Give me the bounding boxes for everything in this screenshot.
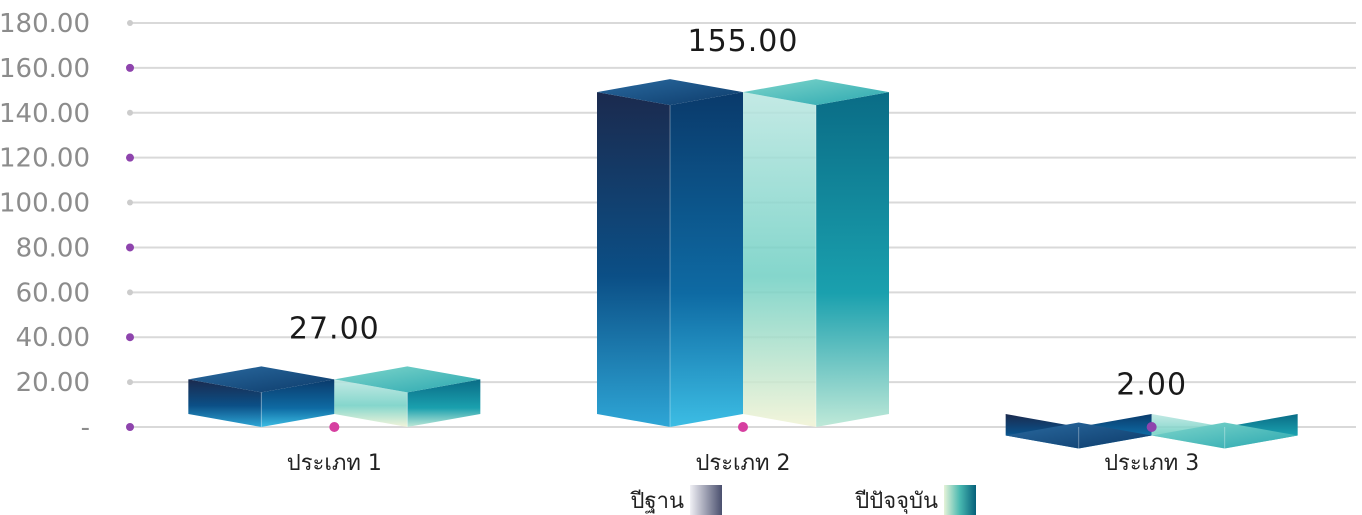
bar	[188, 366, 335, 427]
y-tick-label: 40.00	[16, 323, 90, 353]
y-tick-label: 120.00	[0, 144, 90, 174]
bar-face-left	[334, 379, 408, 427]
bar-face-top	[334, 366, 481, 393]
bar-face-top	[743, 79, 889, 106]
data-label: 27.00	[289, 311, 380, 346]
data-label: 2.00	[1116, 368, 1187, 403]
bar-face-top	[597, 79, 743, 106]
y-axis-dot	[126, 153, 134, 162]
x-tick-label: ประเภท 2	[695, 451, 790, 476]
legend-label: ปีฐาน	[629, 489, 684, 514]
bar-face-left	[743, 92, 816, 427]
legend-swatch	[944, 485, 976, 515]
legend: ปีฐาน ปีปัจจุบัน	[629, 485, 976, 515]
bar	[1005, 414, 1152, 449]
y-tick-label: 140.00	[0, 99, 90, 129]
bar	[1151, 414, 1298, 449]
bar	[743, 79, 889, 427]
data-labels: 27.00 155.00 2.00	[289, 24, 1187, 403]
bar	[334, 366, 481, 427]
x-tick-label: ประเภท 1	[287, 451, 382, 476]
y-axis-dot	[126, 243, 134, 252]
legend-label: ปีปัจจุบัน	[854, 489, 938, 514]
x-axis: ประเภท 1 ประเภท 2 ประเภท 3	[287, 422, 1199, 476]
bar-face-left	[188, 379, 262, 427]
y-tick-label: 80.00	[16, 233, 90, 263]
bar-face-top	[1151, 422, 1298, 449]
y-axis-dot	[127, 289, 133, 296]
bar-face-right	[670, 92, 743, 427]
y-axis-dot	[127, 109, 133, 116]
bar-face-right	[407, 379, 481, 427]
bar-face-top	[188, 366, 335, 393]
bar-face-right	[261, 379, 335, 427]
bar-face-top	[1005, 422, 1152, 449]
legend-swatch	[690, 485, 722, 515]
y-tick-label: -	[81, 413, 90, 443]
y-tick-label: 60.00	[16, 278, 90, 308]
y-axis-dot	[126, 423, 134, 431]
y-tick-label: 20.00	[16, 368, 90, 398]
x-axis-dot	[1146, 422, 1157, 432]
bar-face-left	[597, 92, 670, 427]
x-tick-label: ประเภท 3	[1104, 451, 1199, 476]
y-axis-dot	[126, 63, 134, 72]
y-axis-dot	[127, 379, 133, 386]
y-tick-label: 180.00	[0, 9, 90, 39]
y-tick-label: 100.00	[0, 189, 90, 219]
y-axis-dot	[127, 199, 133, 206]
x-axis-dot	[738, 422, 748, 432]
bar-face-right	[816, 92, 889, 427]
bars	[188, 79, 1298, 449]
x-axis-dot	[329, 422, 340, 432]
y-axis: - 20.00 40.00 60.00 80.00 100.00 120.00 140.00 1…	[0, 9, 134, 443]
data-label: 155.00	[688, 24, 799, 59]
y-tick-label: 160.00	[0, 54, 90, 84]
y-axis-dot	[126, 333, 134, 342]
bar	[597, 79, 743, 427]
y-axis-dot	[127, 20, 133, 26]
